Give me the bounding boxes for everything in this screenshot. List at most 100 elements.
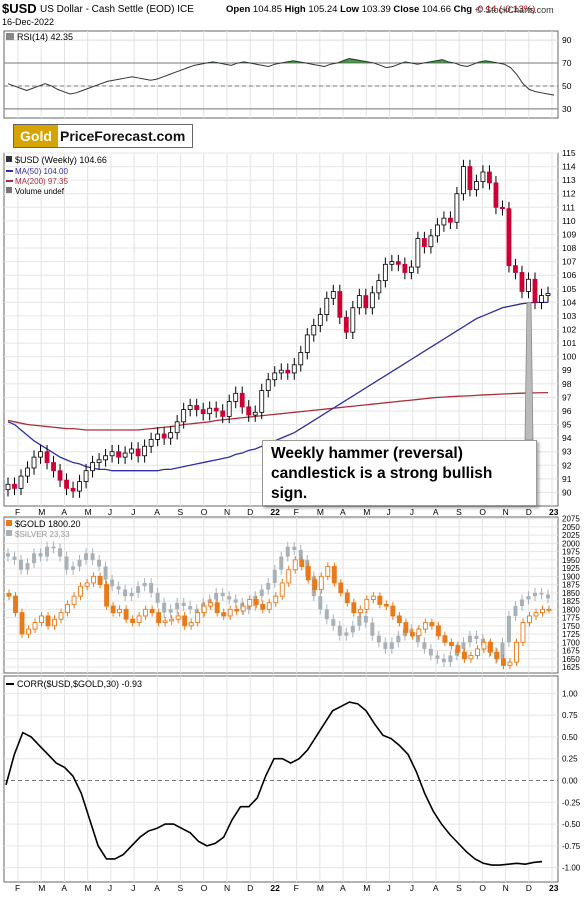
x-tick-label: F: [294, 507, 299, 517]
usd-candle: [252, 411, 258, 416]
x-tick-label: J: [386, 883, 390, 893]
usd-candle: [350, 307, 356, 333]
usd-candle: [44, 451, 50, 463]
usd-tick-label: 114: [562, 162, 576, 172]
gold-candle: [104, 584, 110, 607]
x-tick-label: J: [131, 883, 135, 893]
gold-candle: [364, 598, 370, 610]
usd-candle: [135, 448, 141, 457]
low-label: Low: [340, 4, 360, 15]
silver-candle: [383, 642, 388, 649]
usd-candle: [194, 405, 200, 411]
usd-candle: [519, 272, 525, 292]
silver-legend-icon: [6, 530, 12, 536]
silver-candle: [97, 559, 102, 567]
gold-candle: [169, 618, 175, 622]
usd-candle: [285, 369, 291, 374]
usd-tick-label: 109: [562, 229, 576, 239]
x-tick-label: S: [456, 883, 462, 893]
x-tick-label: O: [479, 883, 486, 893]
x-tick-label: A: [433, 507, 439, 517]
gold-candle: [279, 582, 285, 597]
silver-candle: [474, 635, 479, 640]
usd-candle: [161, 433, 167, 439]
usd-candle: [467, 166, 473, 191]
gold-candle: [487, 641, 493, 653]
gold-tick-label: 2025: [562, 531, 580, 540]
rsi-tick-label: 30: [562, 104, 572, 114]
x-tick-label: A: [61, 883, 67, 893]
silver-candle: [38, 553, 43, 557]
silver-candle: [175, 602, 180, 610]
usd-candle: [109, 451, 115, 457]
x-tick-label: 23: [549, 507, 559, 517]
x-tick-label: M: [363, 883, 370, 893]
gold-candle: [97, 575, 103, 586]
corr-tick-label: 0.25: [562, 755, 578, 764]
gold-tick-label: 1750: [562, 622, 580, 631]
x-tick-label: J: [108, 507, 112, 517]
silver-candle: [448, 655, 453, 663]
usd-candle: [148, 439, 154, 447]
rsi-tick-label: 70: [562, 58, 572, 68]
usd-candle: [38, 451, 43, 458]
usd-candle: [90, 462, 95, 472]
gold-candle: [286, 569, 292, 584]
usd-tick-label: 110: [562, 216, 576, 226]
corr-tick-label: -0.75: [562, 842, 581, 851]
silver-candle: [331, 619, 336, 626]
corr-tick-label: 0.50: [562, 733, 578, 742]
gold-candle: [71, 595, 77, 605]
usd-candle: [265, 379, 271, 391]
gold-candle: [39, 615, 44, 623]
high-label: High: [284, 4, 306, 15]
x-tick-label: S: [456, 507, 462, 517]
usd-candle: [421, 238, 427, 248]
silver-candle: [233, 599, 238, 603]
usd-candle: [408, 266, 414, 273]
usd-tick-label: 96: [562, 406, 572, 416]
silver-candle: [162, 602, 167, 613]
gold-candle: [65, 603, 71, 614]
usd-candle: [356, 295, 362, 309]
gold-candle: [501, 658, 506, 666]
usd-legend-ma50: MA(50) 104.00: [15, 167, 68, 176]
gold-tick-label: 1675: [562, 647, 580, 656]
silver-candle: [71, 566, 76, 570]
gold-tick-label: 1800: [562, 605, 580, 614]
usd-candle: [278, 369, 284, 374]
x-tick-label: J: [131, 507, 135, 517]
gold-candle: [416, 628, 422, 637]
silver-candle: [279, 556, 284, 570]
silver-candle: [227, 596, 232, 600]
gold-candle: [182, 615, 188, 627]
usd-legend-icon: [6, 156, 12, 162]
silver-candle: [513, 606, 518, 616]
usd-legend-price: $USD (Weekly) 104.66: [15, 155, 107, 165]
usd-candle: [369, 292, 375, 309]
usd-candle: [57, 470, 63, 481]
stockcharts-brand[interactable]: © StockCharts.com: [476, 5, 554, 15]
gold-candle: [52, 618, 57, 627]
usd-tick-label: 103: [562, 311, 576, 321]
gold-candle: [520, 622, 526, 643]
gold-candle: [58, 612, 64, 620]
silver-candle: [25, 563, 30, 570]
rsi-overbought-fill: [343, 58, 350, 64]
usd-candle: [168, 432, 174, 439]
x-tick-label: A: [154, 883, 160, 893]
usd-tick-label: 111: [562, 202, 575, 212]
usd-candle: [532, 278, 538, 303]
gold-candle: [318, 575, 324, 591]
ohlc-readout: Open 104.85 High 105.24 Low 103.39 Close…: [226, 4, 535, 15]
gold-candle: [429, 622, 435, 627]
usd-candle: [25, 467, 30, 477]
silver-candle: [207, 599, 212, 603]
usd-candle: [142, 445, 148, 457]
x-tick-label: M: [363, 507, 370, 517]
silver-candle: [246, 606, 251, 610]
gold-candle: [312, 579, 318, 591]
usd-candle: [506, 208, 512, 267]
gold-candle: [422, 622, 428, 630]
x-tick-label: O: [479, 507, 486, 517]
